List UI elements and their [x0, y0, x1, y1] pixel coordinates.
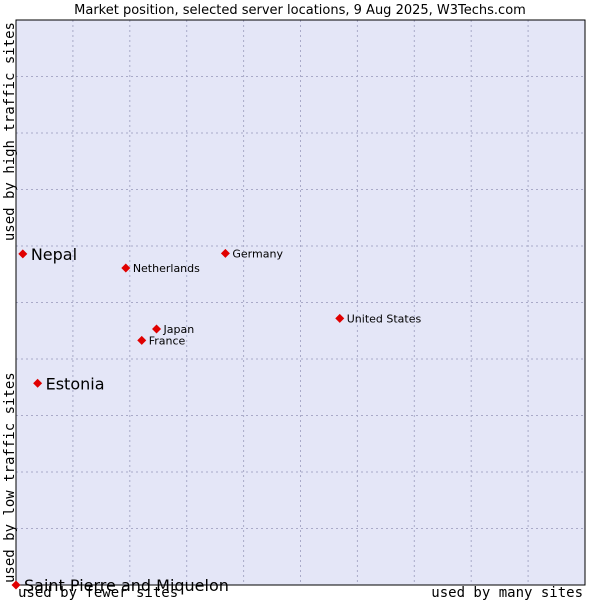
- point-label: Japan: [163, 323, 195, 336]
- point-marker: [137, 335, 147, 345]
- point-marker: [33, 378, 43, 388]
- point-marker: [152, 324, 162, 334]
- point-germany: Germany: [220, 247, 283, 260]
- point-label: Netherlands: [133, 262, 200, 275]
- point-japan: Japan: [152, 323, 194, 336]
- point-label: Saint Pierre and Miquelon: [24, 576, 229, 595]
- point-marker: [335, 313, 345, 323]
- x-axis-label-right: used by many sites: [431, 585, 583, 600]
- point-label: France: [149, 334, 186, 347]
- point-marker: [11, 580, 21, 590]
- chart-title: Market position, selected server locatio…: [74, 3, 526, 18]
- point-label: Estonia: [46, 374, 105, 393]
- point-marker: [18, 249, 28, 259]
- point-saint-pierre-and-miquelon: Saint Pierre and Miquelon: [11, 576, 229, 595]
- y-axis-label-top: used by high traffic sites: [2, 22, 18, 241]
- point-marker: [220, 248, 230, 258]
- grid-lines: [16, 20, 585, 585]
- point-netherlands: Netherlands: [121, 262, 200, 275]
- y-axis-label-bottom: used by low traffic sites: [2, 372, 18, 583]
- plot-border: [15, 19, 586, 586]
- point-marker: [121, 263, 131, 273]
- point-france: France: [137, 334, 186, 347]
- data-points: Nepal Netherlands Germany United States Japa…: [11, 245, 422, 595]
- x-axis-label-left: used by fewer sites: [18, 585, 178, 600]
- point-label: Germany: [232, 247, 283, 260]
- point-united-states: United States: [335, 312, 422, 325]
- point-estonia: Estonia: [33, 374, 105, 393]
- point-label: Nepal: [31, 245, 77, 264]
- point-label: United States: [347, 312, 422, 325]
- point-nepal: Nepal: [18, 245, 77, 264]
